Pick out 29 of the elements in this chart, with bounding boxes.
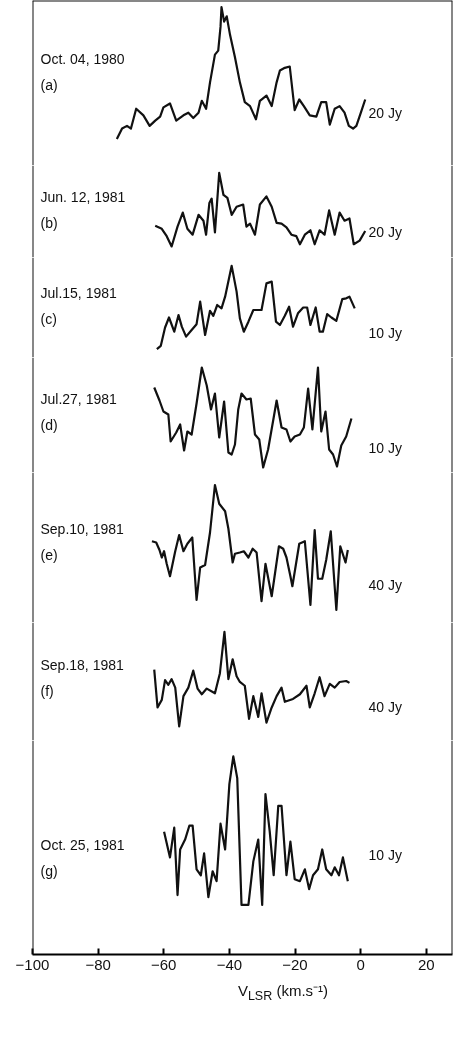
text: (a) <box>40 77 58 94</box>
text: (e) <box>40 547 58 564</box>
text: (f) <box>40 683 54 700</box>
text: Oct. 25, 1981 <box>40 836 125 853</box>
text: Sep.10, 1981 <box>40 521 125 538</box>
text: Oct. 04, 1980 <box>40 51 125 68</box>
annotation: 20 Jy <box>368 223 402 240</box>
annotation: 10 Jy <box>368 439 402 456</box>
annotation: 40 Jy <box>368 699 402 716</box>
text: (b) <box>40 215 58 232</box>
x-tick-label: −60 <box>151 955 177 973</box>
text: (g) <box>40 862 58 879</box>
text: Sep.18, 1981 <box>40 657 125 674</box>
x-tick-label: −80 <box>85 955 111 973</box>
annotation: 20 Jy <box>368 104 402 121</box>
text: Jul.27, 1981 <box>40 391 117 408</box>
annotation: 10 Jy <box>368 324 402 341</box>
text: Jun. 12, 1981 <box>40 189 126 206</box>
x-tick-label: −100 <box>15 955 50 973</box>
annotation: 10 Jy <box>368 847 402 864</box>
text: Jul.15, 1981 <box>40 284 117 301</box>
annotation: 40 Jy <box>368 577 402 593</box>
x-tick-label: 20 <box>417 955 435 973</box>
text: (c) <box>40 310 57 327</box>
x-tick-label: −20 <box>282 955 308 973</box>
x-tick-label: 0 <box>356 955 365 973</box>
x-tick-label: −40 <box>216 955 243 973</box>
x-axis-title: V$_{LSR}$ (km.s⁻¹) <box>236 981 330 1003</box>
text: (d) <box>40 417 58 434</box>
